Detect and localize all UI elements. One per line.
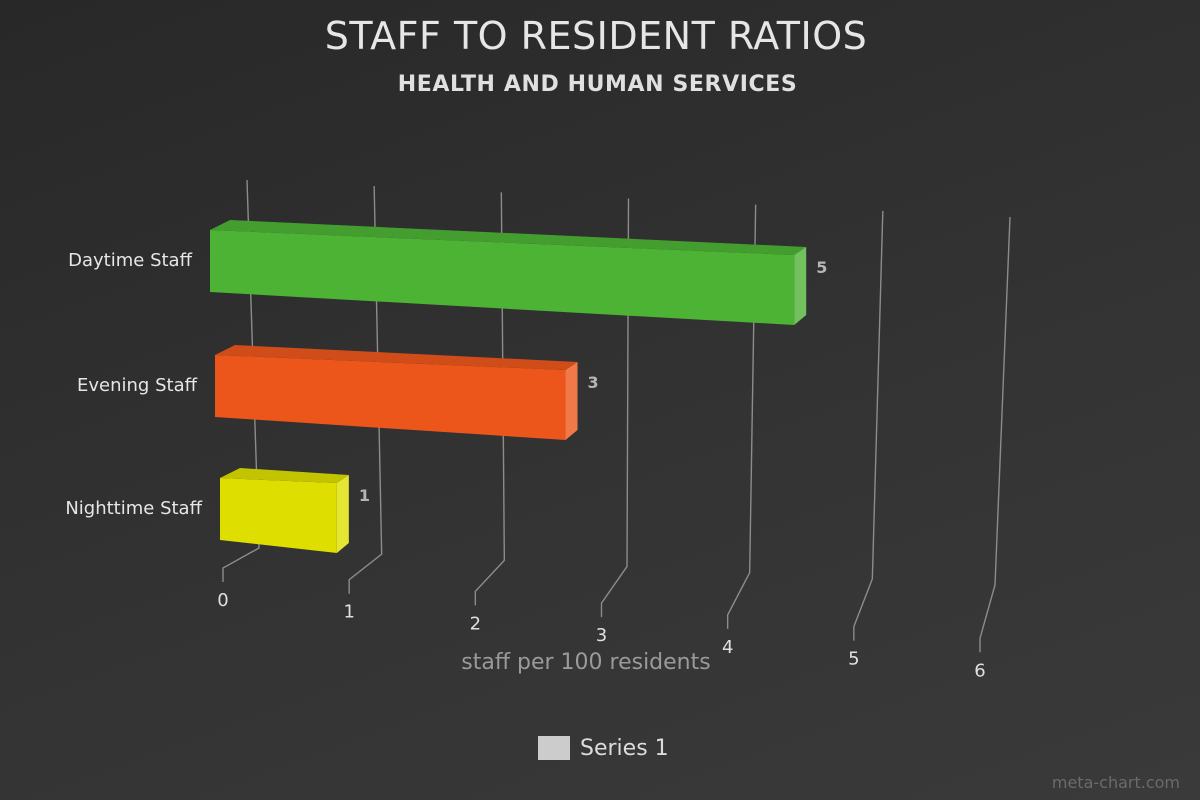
legend[interactable]: Series 1	[538, 732, 669, 764]
credit-watermark: meta-chart.com	[1051, 773, 1180, 792]
chart-title: STAFF TO RESIDENT RATIOS	[324, 14, 868, 58]
bar-0	[210, 230, 795, 325]
gridline-6	[979, 216, 1011, 653]
bar-2	[220, 478, 337, 553]
category-label-2: Nighttime Staff	[65, 498, 202, 519]
chart-subtitle: HEALTH AND HUMAN SERVICES	[397, 72, 798, 97]
bar-top-2	[220, 468, 349, 483]
x-tick-label-0: 0	[217, 590, 228, 611]
gridline-4	[726, 204, 757, 629]
legend-label-series-1: Series 1	[580, 735, 669, 761]
legend-swatch	[538, 736, 570, 760]
gridline-3	[600, 198, 630, 618]
bar-top-0	[210, 220, 807, 255]
x-tick-label-6: 6	[974, 660, 985, 681]
category-label-1: Evening Staff	[77, 375, 198, 396]
x-tick-label-2: 2	[470, 613, 481, 634]
bar-1	[215, 355, 566, 440]
bar-top-1	[215, 345, 578, 370]
bar-end-1	[565, 362, 578, 440]
x-tick-label-5: 5	[848, 649, 859, 670]
x-tick-label-3: 3	[596, 625, 607, 646]
gridline-5	[853, 210, 884, 641]
x-tick-label-1: 1	[343, 602, 354, 623]
data-label-0: 5	[816, 258, 827, 277]
x-tick-label-4: 4	[722, 637, 733, 658]
x-axis-label: staff per 100 residents	[461, 650, 711, 675]
category-label-0: Daytime Staff	[68, 250, 192, 271]
data-label-2: 1	[359, 486, 370, 505]
bar-end-0	[794, 247, 807, 325]
data-label-1: 3	[588, 373, 599, 392]
bar-end-2	[336, 475, 349, 553]
